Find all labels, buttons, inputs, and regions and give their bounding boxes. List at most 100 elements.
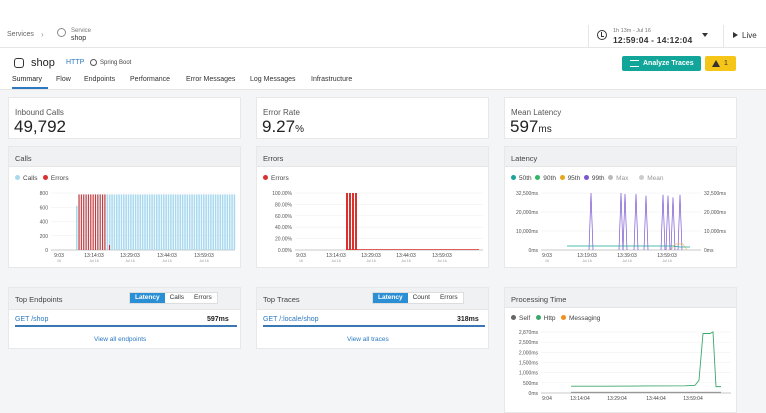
breadcrumb-service-name[interactable]: shop bbox=[71, 35, 87, 42]
x-tick-label: 13:39:03 bbox=[617, 253, 637, 259]
calls-bar bbox=[146, 194, 149, 250]
errors-chart[interactable]: 0.00% 20.00% 40.00% 60.00% 80.00% 100.00% 9:03… bbox=[257, 183, 490, 267]
legend-label: Self bbox=[519, 315, 531, 322]
legend-messaging[interactable]: Messaging bbox=[560, 315, 601, 322]
calls-bar bbox=[144, 194, 146, 250]
calls-bar bbox=[188, 194, 191, 250]
x-tick-date: 16 bbox=[299, 259, 303, 263]
legend-calls[interactable]: Calls bbox=[15, 175, 37, 182]
calls-bar bbox=[111, 194, 113, 250]
panel-header: Processing Time bbox=[505, 288, 736, 308]
y-tick-label: 500ms bbox=[523, 381, 539, 387]
legend-95th[interactable]: 95th bbox=[559, 175, 580, 182]
tab-performance[interactable]: Performance bbox=[130, 76, 171, 83]
chevron-down-icon[interactable] bbox=[702, 33, 708, 37]
sort-errors-button[interactable]: Errors bbox=[194, 294, 212, 301]
errors-bar bbox=[352, 193, 354, 250]
calls-bar bbox=[212, 194, 214, 250]
processing-time-chart[interactable]: 0ms 500ms 1,000ms 1,500ms 2,000ms 2,500ms 2,87… bbox=[505, 326, 738, 412]
calls-bar bbox=[139, 194, 142, 250]
breadcrumb-separator-icon: › bbox=[41, 30, 44, 39]
legend-dot bbox=[263, 175, 268, 180]
kpi-error-rate: Error Rate 9.27% bbox=[256, 97, 489, 139]
y-tick-label: 2,500ms bbox=[519, 340, 539, 346]
calls-bar bbox=[207, 194, 210, 250]
legend-errors[interactable]: Errors bbox=[263, 175, 289, 182]
panel-title: Latency bbox=[511, 154, 538, 163]
calls-bar bbox=[205, 194, 207, 250]
legend-label: Messaging bbox=[568, 315, 601, 322]
time-picker[interactable] bbox=[588, 25, 724, 48]
legend-label: 50th bbox=[519, 175, 532, 182]
errors-bar bbox=[85, 194, 87, 250]
calls-bar bbox=[163, 194, 165, 250]
y-tick-label: 20,000ms bbox=[516, 210, 538, 216]
calls-panel: Calls Calls Errors 0 200 400 600 800 9:03 16 13… bbox=[8, 146, 241, 268]
legend-http[interactable]: Http bbox=[535, 315, 556, 322]
calls-bar bbox=[125, 194, 127, 250]
endpoint-latency-bar bbox=[15, 325, 237, 327]
kpi-value: 49,792 bbox=[14, 117, 66, 137]
tab-summary[interactable]: Summary bbox=[12, 76, 42, 83]
calls-bar bbox=[130, 194, 132, 250]
view-all-endpoints-link[interactable]: View all endpoints bbox=[94, 336, 147, 343]
x-tick-date: Jul 16 bbox=[401, 259, 410, 263]
legend-max[interactable]: Max bbox=[608, 175, 628, 182]
sort-latency-button[interactable]: Latency bbox=[373, 293, 408, 303]
y-tick-label: 32,500ms bbox=[516, 191, 538, 197]
sort-errors-button[interactable]: Errors bbox=[439, 294, 458, 301]
calls-bar bbox=[160, 194, 163, 250]
y-tick-label: 80.00% bbox=[275, 202, 293, 208]
legend-label: Calls bbox=[23, 175, 38, 182]
view-all-traces-link[interactable]: View all traces bbox=[347, 336, 389, 343]
warnings-button[interactable]: 1 bbox=[705, 56, 736, 71]
trace-link[interactable]: GET /:locale/shop bbox=[263, 316, 319, 323]
legend-errors[interactable]: Errors bbox=[42, 175, 69, 182]
analyze-traces-button[interactable]: Analyze Traces bbox=[622, 56, 701, 71]
time-range-label: 1h 13m - Jul 16 bbox=[613, 28, 651, 34]
time-range-value[interactable]: 12:59:04 - 14:12:04 bbox=[613, 35, 693, 45]
top-endpoints-panel: Top Endpoints Latency Calls Errors GET /… bbox=[8, 287, 241, 349]
tab-log-messages[interactable]: Log Messages bbox=[250, 76, 296, 83]
tab-error-messages[interactable]: Error Messages bbox=[186, 76, 236, 83]
sort-latency-button[interactable]: Latency bbox=[130, 293, 165, 303]
legend-99th[interactable]: 99th bbox=[583, 175, 605, 182]
x-tick-label: 13:14:03 bbox=[326, 253, 346, 259]
kpi-unit: % bbox=[295, 124, 304, 135]
p99-spike bbox=[665, 195, 671, 251]
y-tick-label: 600 bbox=[40, 205, 49, 211]
sort-calls-button[interactable]: Calls bbox=[169, 294, 185, 301]
play-icon[interactable] bbox=[733, 32, 738, 38]
legend-label: Max bbox=[616, 175, 629, 182]
calls-bar bbox=[198, 194, 200, 250]
legend-self[interactable]: Self bbox=[511, 315, 530, 322]
x-tick-date: Jul 16 bbox=[89, 259, 98, 263]
x-tick-label: 13:44:03 bbox=[157, 253, 177, 259]
endpoint-link[interactable]: GET /shop bbox=[15, 316, 49, 323]
legend-50th[interactable]: 50th bbox=[511, 175, 532, 182]
live-button[interactable]: Live bbox=[742, 31, 757, 40]
errors-panel: Errors Errors 0.00% 20.00% 40.00% 60.00% 80.… bbox=[256, 146, 489, 268]
x-tick-date: Jul 16 bbox=[162, 259, 171, 263]
panel-header: Top Endpoints Latency Calls Errors bbox=[9, 288, 240, 310]
tab-flow[interactable]: Flow bbox=[56, 76, 71, 83]
errors-bar bbox=[108, 245, 110, 250]
legend-90th[interactable]: 90th bbox=[535, 175, 556, 182]
legend-dot bbox=[559, 175, 565, 180]
x-tick-label: 9:03 bbox=[296, 253, 306, 259]
legend-mean[interactable]: Mean bbox=[639, 175, 664, 182]
y-tick-label-right: 32,500ms bbox=[704, 191, 726, 197]
panel-title: Errors bbox=[263, 154, 284, 163]
sort-count-button[interactable]: Count bbox=[412, 294, 430, 301]
x-tick-label: 13:29:04 bbox=[607, 396, 627, 402]
errors-legend: Errors bbox=[263, 175, 289, 182]
panel-header: Top Traces Latency Count Errors bbox=[257, 288, 488, 310]
y-tick-label: 1,000ms bbox=[519, 371, 539, 377]
tab-endpoints[interactable]: Endpoints bbox=[84, 76, 116, 83]
latency-chart[interactable]: 0ms 0ms 10,000ms 10,000ms 20,000ms 20,000ms 32… bbox=[505, 183, 738, 267]
calls-bar bbox=[186, 194, 189, 250]
tab-infrastructure[interactable]: Infrastructure bbox=[311, 76, 353, 83]
breadcrumb-services[interactable]: Services bbox=[7, 31, 34, 38]
y-tick-label: 400 bbox=[40, 220, 49, 226]
